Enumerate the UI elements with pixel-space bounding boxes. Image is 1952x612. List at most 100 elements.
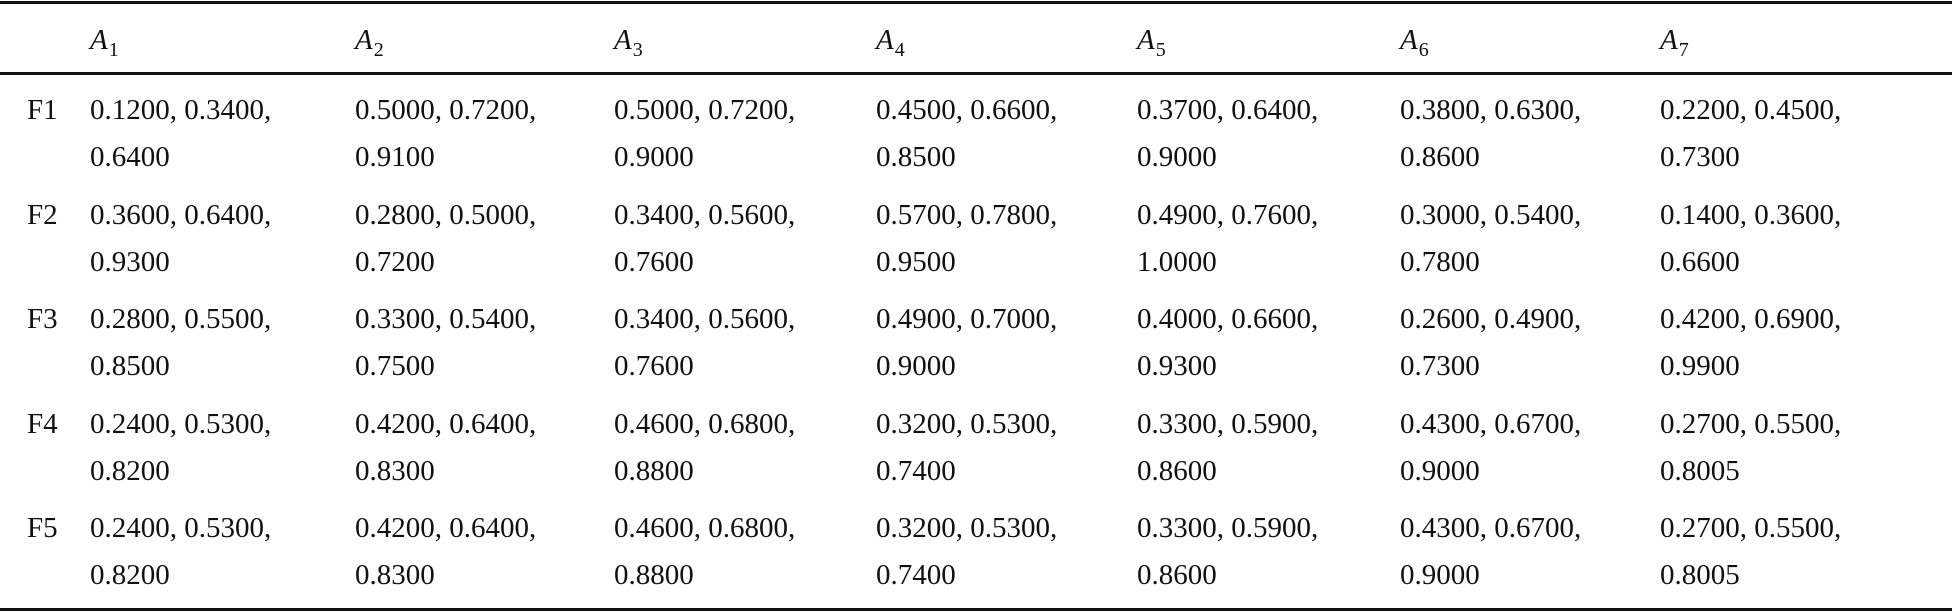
cell-line: 0.7400 xyxy=(876,454,956,487)
header-letter: A xyxy=(1137,24,1155,56)
cell-line: 0.9000 xyxy=(1137,141,1217,173)
cell-line: 0.2400, 0.5300, xyxy=(90,407,272,440)
cell-line: 0.6400 xyxy=(90,141,170,173)
cell-line: 0.4300, 0.6700, xyxy=(1400,407,1582,440)
cell-line: 0.3300, 0.5400, xyxy=(355,303,537,335)
row-label: F2 xyxy=(27,198,58,231)
cell-line: 0.8005 xyxy=(1660,454,1740,487)
cell-line: 0.2700, 0.5500, xyxy=(1660,512,1842,544)
cell-line: 0.3000, 0.5400, xyxy=(1400,198,1582,231)
cell-line: 0.3700, 0.6400, xyxy=(1137,94,1319,126)
column-header: A5 xyxy=(1137,24,1166,61)
cell-line: 0.4200, 0.6400, xyxy=(355,512,537,544)
cell-line: 0.8800 xyxy=(614,454,694,487)
row-label: F1 xyxy=(27,94,58,126)
cell-line: 0.9300 xyxy=(90,245,170,278)
header-subscript: 7 xyxy=(1678,39,1689,61)
cell-line: 0.9500 xyxy=(876,245,956,278)
cell-line: 0.7500 xyxy=(355,350,435,382)
column-header: A3 xyxy=(614,24,643,61)
header-letter: A xyxy=(614,24,632,56)
cell-line: 0.3300, 0.5900, xyxy=(1137,407,1319,440)
column-header: A1 xyxy=(90,24,119,61)
cell-line: 0.4900, 0.7600, xyxy=(1137,198,1319,231)
cell-line: 0.9000 xyxy=(1400,454,1480,487)
cell-line: 0.8500 xyxy=(876,141,956,173)
cell-line: 1.0000 xyxy=(1137,245,1217,278)
cell-line: 0.3800, 0.6300, xyxy=(1400,94,1582,126)
cell-line: 0.2600, 0.4900, xyxy=(1400,303,1582,335)
header-letter: A xyxy=(355,24,373,56)
cell-line: 0.2800, 0.5000, xyxy=(355,198,537,231)
cell-line: 0.4600, 0.6800, xyxy=(614,512,796,544)
cell-line: 0.7200 xyxy=(355,245,435,278)
bottom-rule xyxy=(0,608,1952,611)
column-header: A7 xyxy=(1660,24,1689,61)
cell-line: 0.2700, 0.5500, xyxy=(1660,407,1842,440)
cell-line: 0.9300 xyxy=(1137,350,1217,382)
cell-line: 0.7300 xyxy=(1660,141,1740,173)
cell-line: 0.4200, 0.6900, xyxy=(1660,303,1842,335)
cell-line: 0.8300 xyxy=(355,559,435,591)
cell-line: 0.8600 xyxy=(1400,141,1480,173)
cell-line: 0.3200, 0.5300, xyxy=(876,512,1058,544)
cell-line: 0.8800 xyxy=(614,559,694,591)
cell-line: 0.3300, 0.5900, xyxy=(1137,512,1319,544)
row-label: F3 xyxy=(27,303,58,335)
cell-line: 0.4600, 0.6800, xyxy=(614,407,796,440)
cell-line: 0.7600 xyxy=(614,350,694,382)
cell-line: 0.2400, 0.5300, xyxy=(90,512,272,544)
cell-line: 0.3600, 0.6400, xyxy=(90,198,272,231)
header-subscript: 1 xyxy=(108,39,119,61)
cell-line: 0.5000, 0.7200, xyxy=(355,94,537,126)
header-subscript: 2 xyxy=(373,39,384,61)
header-subscript: 3 xyxy=(632,39,643,61)
cell-line: 0.4500, 0.6600, xyxy=(876,94,1058,126)
cell-line: 0.4000, 0.6600, xyxy=(1137,303,1319,335)
cell-line: 0.5700, 0.7800, xyxy=(876,198,1058,231)
cell-line: 0.1400, 0.3600, xyxy=(1660,198,1842,231)
cell-line: 0.7400 xyxy=(876,559,956,591)
cell-line: 0.8200 xyxy=(90,559,170,591)
cell-line: 0.7800 xyxy=(1400,245,1480,278)
cell-line: 0.9000 xyxy=(876,350,956,382)
header-subscript: 4 xyxy=(894,39,905,61)
cell-line: 0.7600 xyxy=(614,245,694,278)
top-rule xyxy=(0,1,1952,4)
column-header: A2 xyxy=(355,24,384,61)
header-subscript: 5 xyxy=(1155,39,1166,61)
cell-line: 0.9000 xyxy=(1400,559,1480,591)
column-header: A4 xyxy=(876,24,905,61)
cell-line: 0.5000, 0.7200, xyxy=(614,94,796,126)
cell-line: 0.2200, 0.4500, xyxy=(1660,94,1842,126)
cell-line: 0.9000 xyxy=(614,141,694,173)
header-subscript: 6 xyxy=(1418,39,1429,61)
header-letter: A xyxy=(876,24,894,56)
cell-line: 0.4200, 0.6400, xyxy=(355,407,537,440)
header-letter: A xyxy=(1400,24,1418,56)
cell-line: 0.8600 xyxy=(1137,559,1217,591)
row-label: F4 xyxy=(27,407,58,440)
cell-line: 0.1200, 0.3400, xyxy=(90,94,272,126)
cell-line: 0.8200 xyxy=(90,454,170,487)
cell-line: 0.9100 xyxy=(355,141,435,173)
cell-line: 0.4300, 0.6700, xyxy=(1400,512,1582,544)
cell-line: 0.3200, 0.5300, xyxy=(876,407,1058,440)
cell-line: 0.6600 xyxy=(1660,245,1740,278)
header-letter: A xyxy=(90,24,108,56)
cell-line: 0.8500 xyxy=(90,350,170,382)
cell-line: 0.2800, 0.5500, xyxy=(90,303,272,335)
cell-line: 0.8600 xyxy=(1137,454,1217,487)
cell-line: 0.8300 xyxy=(355,454,435,487)
row-label: F5 xyxy=(27,512,58,544)
cell-line: 0.8005 xyxy=(1660,559,1740,591)
column-header: A6 xyxy=(1400,24,1429,61)
cell-line: 0.3400, 0.5600, xyxy=(614,198,796,231)
cell-line: 0.7300 xyxy=(1400,350,1480,382)
header-letter: A xyxy=(1660,24,1678,56)
cell-line: 0.3400, 0.5600, xyxy=(614,303,796,335)
header-rule xyxy=(0,72,1952,75)
cell-line: 0.9900 xyxy=(1660,350,1740,382)
cell-line: 0.4900, 0.7000, xyxy=(876,303,1058,335)
